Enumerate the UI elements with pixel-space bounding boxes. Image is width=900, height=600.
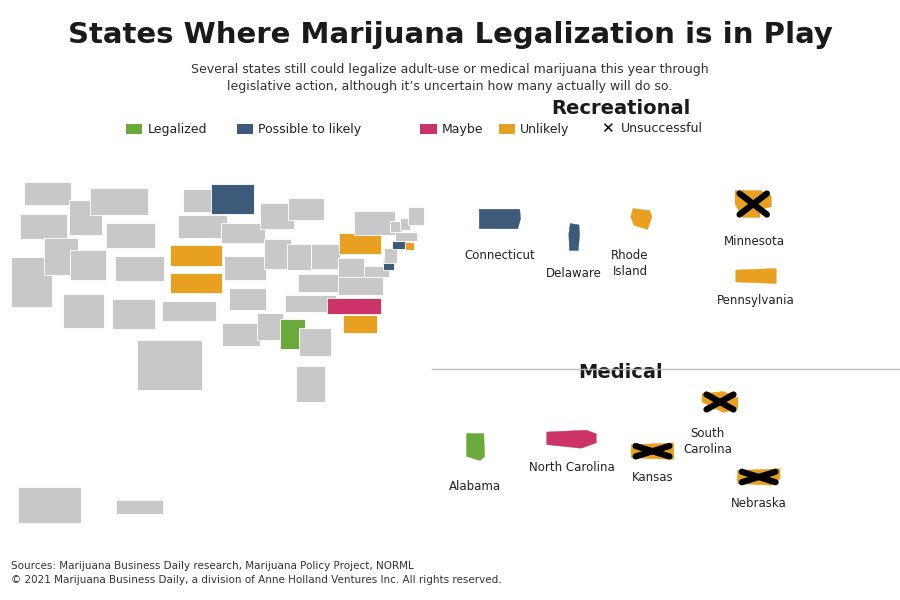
FancyBboxPatch shape: [395, 232, 417, 241]
FancyBboxPatch shape: [211, 184, 254, 214]
Text: Several states still could legalize adult-use or medical marijuana this year thr: Several states still could legalize adul…: [191, 63, 709, 93]
FancyBboxPatch shape: [338, 277, 382, 295]
FancyBboxPatch shape: [354, 211, 395, 235]
FancyBboxPatch shape: [390, 221, 402, 232]
FancyBboxPatch shape: [183, 189, 231, 212]
Polygon shape: [735, 191, 771, 217]
FancyBboxPatch shape: [137, 340, 202, 390]
FancyBboxPatch shape: [178, 215, 227, 238]
FancyBboxPatch shape: [405, 242, 414, 250]
FancyBboxPatch shape: [106, 223, 155, 248]
FancyBboxPatch shape: [126, 124, 142, 134]
FancyBboxPatch shape: [364, 266, 389, 277]
FancyBboxPatch shape: [90, 188, 148, 215]
FancyBboxPatch shape: [264, 239, 291, 269]
FancyBboxPatch shape: [222, 323, 260, 346]
FancyBboxPatch shape: [18, 487, 81, 523]
FancyBboxPatch shape: [63, 294, 104, 328]
Text: North Carolina: North Carolina: [528, 461, 615, 474]
FancyBboxPatch shape: [338, 258, 364, 277]
Polygon shape: [737, 469, 780, 485]
Text: Alabama: Alabama: [449, 480, 501, 493]
Text: Recreational: Recreational: [552, 98, 690, 118]
Text: ✕: ✕: [601, 121, 614, 136]
FancyBboxPatch shape: [11, 257, 52, 307]
FancyBboxPatch shape: [162, 301, 216, 321]
FancyBboxPatch shape: [285, 295, 336, 312]
Text: Minnesota: Minnesota: [724, 235, 785, 248]
FancyBboxPatch shape: [116, 500, 163, 514]
FancyBboxPatch shape: [383, 258, 394, 270]
Text: Kansas: Kansas: [632, 471, 673, 484]
FancyBboxPatch shape: [170, 245, 222, 266]
Polygon shape: [569, 224, 580, 251]
FancyBboxPatch shape: [44, 238, 78, 275]
Polygon shape: [466, 433, 484, 461]
FancyBboxPatch shape: [296, 366, 325, 402]
Text: Sources: Marijuana Business Daily research, Marijuana Policy Project, NORML
© 20: Sources: Marijuana Business Daily resear…: [11, 561, 501, 585]
FancyBboxPatch shape: [299, 328, 331, 356]
Text: Nebraska: Nebraska: [731, 497, 787, 510]
FancyBboxPatch shape: [339, 233, 381, 254]
FancyBboxPatch shape: [408, 207, 424, 225]
Text: Maybe: Maybe: [442, 122, 483, 136]
FancyBboxPatch shape: [115, 256, 164, 281]
FancyBboxPatch shape: [260, 203, 294, 229]
FancyBboxPatch shape: [24, 182, 71, 205]
Text: Unlikely: Unlikely: [520, 122, 570, 136]
FancyBboxPatch shape: [400, 218, 410, 230]
FancyBboxPatch shape: [343, 315, 377, 333]
Text: Unsuccessful: Unsuccessful: [621, 122, 703, 136]
FancyBboxPatch shape: [221, 223, 265, 243]
Text: Legalized: Legalized: [148, 122, 207, 136]
Text: Medical: Medical: [579, 362, 663, 382]
FancyBboxPatch shape: [384, 248, 397, 263]
FancyBboxPatch shape: [257, 313, 283, 340]
Polygon shape: [547, 430, 596, 448]
FancyBboxPatch shape: [287, 244, 310, 270]
FancyBboxPatch shape: [70, 250, 106, 280]
Polygon shape: [736, 269, 776, 283]
FancyBboxPatch shape: [420, 124, 436, 134]
FancyBboxPatch shape: [499, 124, 515, 134]
FancyBboxPatch shape: [229, 288, 266, 310]
FancyBboxPatch shape: [327, 298, 381, 314]
Text: Pennsylvania: Pennsylvania: [717, 294, 795, 307]
Text: Rhode
Island: Rhode Island: [611, 249, 649, 278]
FancyBboxPatch shape: [224, 256, 266, 280]
FancyBboxPatch shape: [69, 200, 102, 235]
FancyBboxPatch shape: [112, 299, 155, 329]
Text: Delaware: Delaware: [546, 267, 602, 280]
Text: South
Carolina: South Carolina: [683, 427, 732, 456]
Polygon shape: [702, 391, 738, 413]
Text: States Where Marijuana Legalization is in Play: States Where Marijuana Legalization is i…: [68, 21, 833, 49]
FancyBboxPatch shape: [392, 241, 407, 249]
FancyBboxPatch shape: [170, 273, 222, 293]
Polygon shape: [480, 209, 520, 229]
Polygon shape: [631, 443, 674, 460]
FancyBboxPatch shape: [280, 319, 305, 349]
FancyBboxPatch shape: [298, 274, 346, 292]
FancyBboxPatch shape: [20, 214, 67, 239]
FancyBboxPatch shape: [237, 124, 253, 134]
Polygon shape: [631, 208, 652, 229]
FancyBboxPatch shape: [311, 244, 340, 269]
Text: Connecticut: Connecticut: [464, 249, 535, 262]
Text: Possible to likely: Possible to likely: [258, 122, 362, 136]
FancyBboxPatch shape: [288, 198, 324, 220]
